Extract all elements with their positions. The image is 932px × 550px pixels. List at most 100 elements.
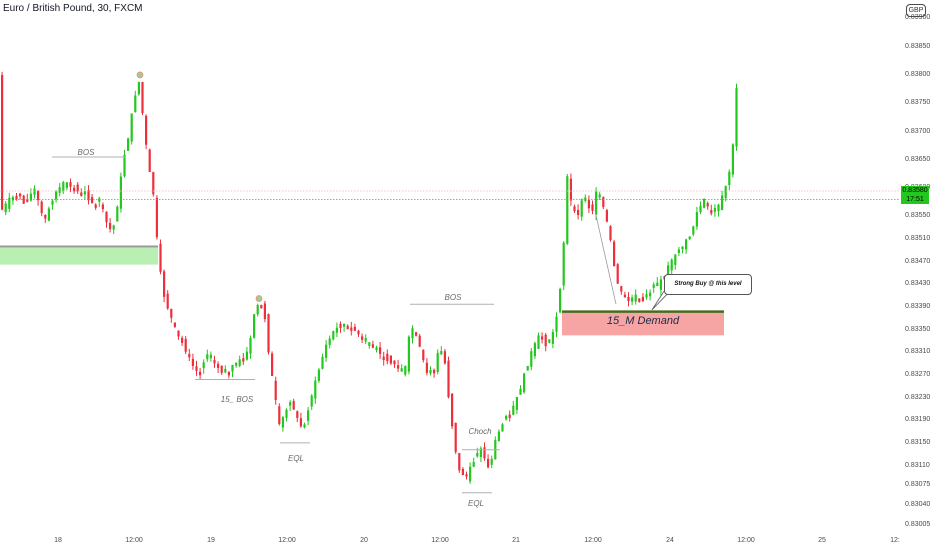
bear-candle: [195, 366, 198, 371]
bear-candle: [278, 406, 281, 425]
bull-candle: [231, 364, 234, 372]
time-tick-label: 12:00: [584, 537, 602, 544]
bull-candle: [368, 342, 371, 346]
bear-candle: [386, 353, 389, 362]
bull-candle: [713, 207, 716, 212]
bear-candle: [577, 209, 580, 216]
price-tick-label: 0.83430: [905, 280, 931, 288]
bull-candle: [595, 191, 598, 215]
bull-candle: [289, 402, 292, 406]
bull-candle: [526, 366, 529, 371]
bear-candle: [141, 82, 144, 114]
time-tick-label: 18: [54, 537, 62, 544]
bull-candle: [519, 388, 522, 395]
bull-candle: [490, 458, 493, 465]
price-tick-label: 0.83900: [905, 14, 931, 22]
bull-candle: [281, 417, 284, 428]
bull-candle: [537, 335, 540, 349]
bear-candle: [292, 401, 295, 410]
bear-candle: [213, 359, 216, 364]
bull-candle: [285, 409, 288, 418]
bull-candle: [62, 182, 65, 192]
bull-candle: [127, 138, 130, 151]
bull-candle: [375, 347, 378, 351]
time-tick-label: 12:00: [431, 537, 449, 544]
strong-buy-callout[interactable]: Strong Buy @ this level: [664, 274, 752, 295]
bear-candle: [40, 201, 43, 214]
bear-candle: [163, 271, 166, 297]
projection-line: [594, 210, 617, 305]
bear-candle: [591, 204, 594, 211]
bull-candle: [559, 288, 562, 313]
price-tick-label: 0.83470: [905, 257, 931, 265]
time-tick-label: 12:00: [278, 537, 296, 544]
bear-candle: [627, 296, 630, 301]
bear-candle: [44, 215, 47, 219]
bull-candle: [47, 208, 50, 221]
time-tick-label: 19: [207, 537, 215, 544]
bull-candle: [512, 405, 515, 415]
swing-high-marker: [255, 295, 263, 302]
bull-candle: [685, 239, 688, 250]
bear-candle: [188, 353, 191, 358]
bull-candle: [566, 176, 569, 244]
lines-layer: [0, 71, 900, 494]
bear-candle: [393, 360, 396, 365]
bull-candle: [256, 304, 259, 315]
price-tick-label: 0.83390: [905, 303, 931, 311]
bear-candle: [569, 178, 572, 201]
bear-candle: [425, 362, 428, 373]
bear-candle: [170, 308, 173, 318]
bull-candle: [562, 242, 565, 286]
bear-candle: [350, 327, 353, 331]
bull-candle: [325, 344, 328, 358]
bull-candle: [472, 461, 475, 467]
bear-candle: [346, 325, 349, 330]
bull-candle: [735, 88, 738, 147]
bear-candle: [159, 243, 162, 272]
candles-layer: [1, 71, 738, 484]
bull-candle: [29, 193, 32, 201]
bull-candle: [677, 249, 680, 253]
bear-candle: [105, 211, 108, 223]
bull-candle: [130, 113, 133, 142]
bear-candle: [544, 334, 547, 347]
price-tick-label: 0.83150: [905, 438, 931, 446]
bull-candle: [670, 259, 673, 271]
bull-candle: [235, 362, 238, 366]
price-tick-label: 0.83040: [905, 501, 931, 509]
bull-candle: [310, 395, 313, 407]
bull-candle: [65, 182, 68, 188]
bull-candle: [649, 292, 652, 297]
bull-candle: [58, 187, 61, 193]
bull-candle: [321, 356, 324, 369]
currency-badge[interactable]: GBP: [906, 4, 926, 17]
bear-candle: [76, 184, 79, 192]
bull-candle: [469, 466, 472, 482]
bear-candle: [152, 172, 155, 195]
bear-candle: [443, 351, 446, 364]
bull-candle: [343, 323, 346, 327]
bear-candle: [602, 197, 605, 208]
bull-candle: [245, 351, 248, 360]
time-tick-label: 12:: [890, 537, 900, 544]
time-tick-label: 21: [512, 537, 520, 544]
bear-candle: [87, 190, 90, 201]
price-tick-label: 0.83110: [905, 461, 930, 469]
bull-candle: [476, 453, 479, 457]
bull-candle: [123, 154, 126, 177]
bull-candle: [238, 359, 241, 366]
eql-label-left: EQL: [287, 454, 305, 463]
bull-candle: [731, 144, 734, 175]
bear-candle: [609, 226, 612, 241]
bear-candle: [155, 197, 158, 238]
bull-candle: [224, 368, 227, 373]
bear-candle: [26, 199, 29, 202]
bull-candle: [699, 205, 702, 213]
bear-candle: [623, 294, 626, 298]
price-tick-label: 0.83510: [905, 235, 931, 243]
time-tick-label: 25: [818, 537, 826, 544]
bear-candle: [573, 206, 576, 212]
bear-candle: [487, 458, 490, 468]
